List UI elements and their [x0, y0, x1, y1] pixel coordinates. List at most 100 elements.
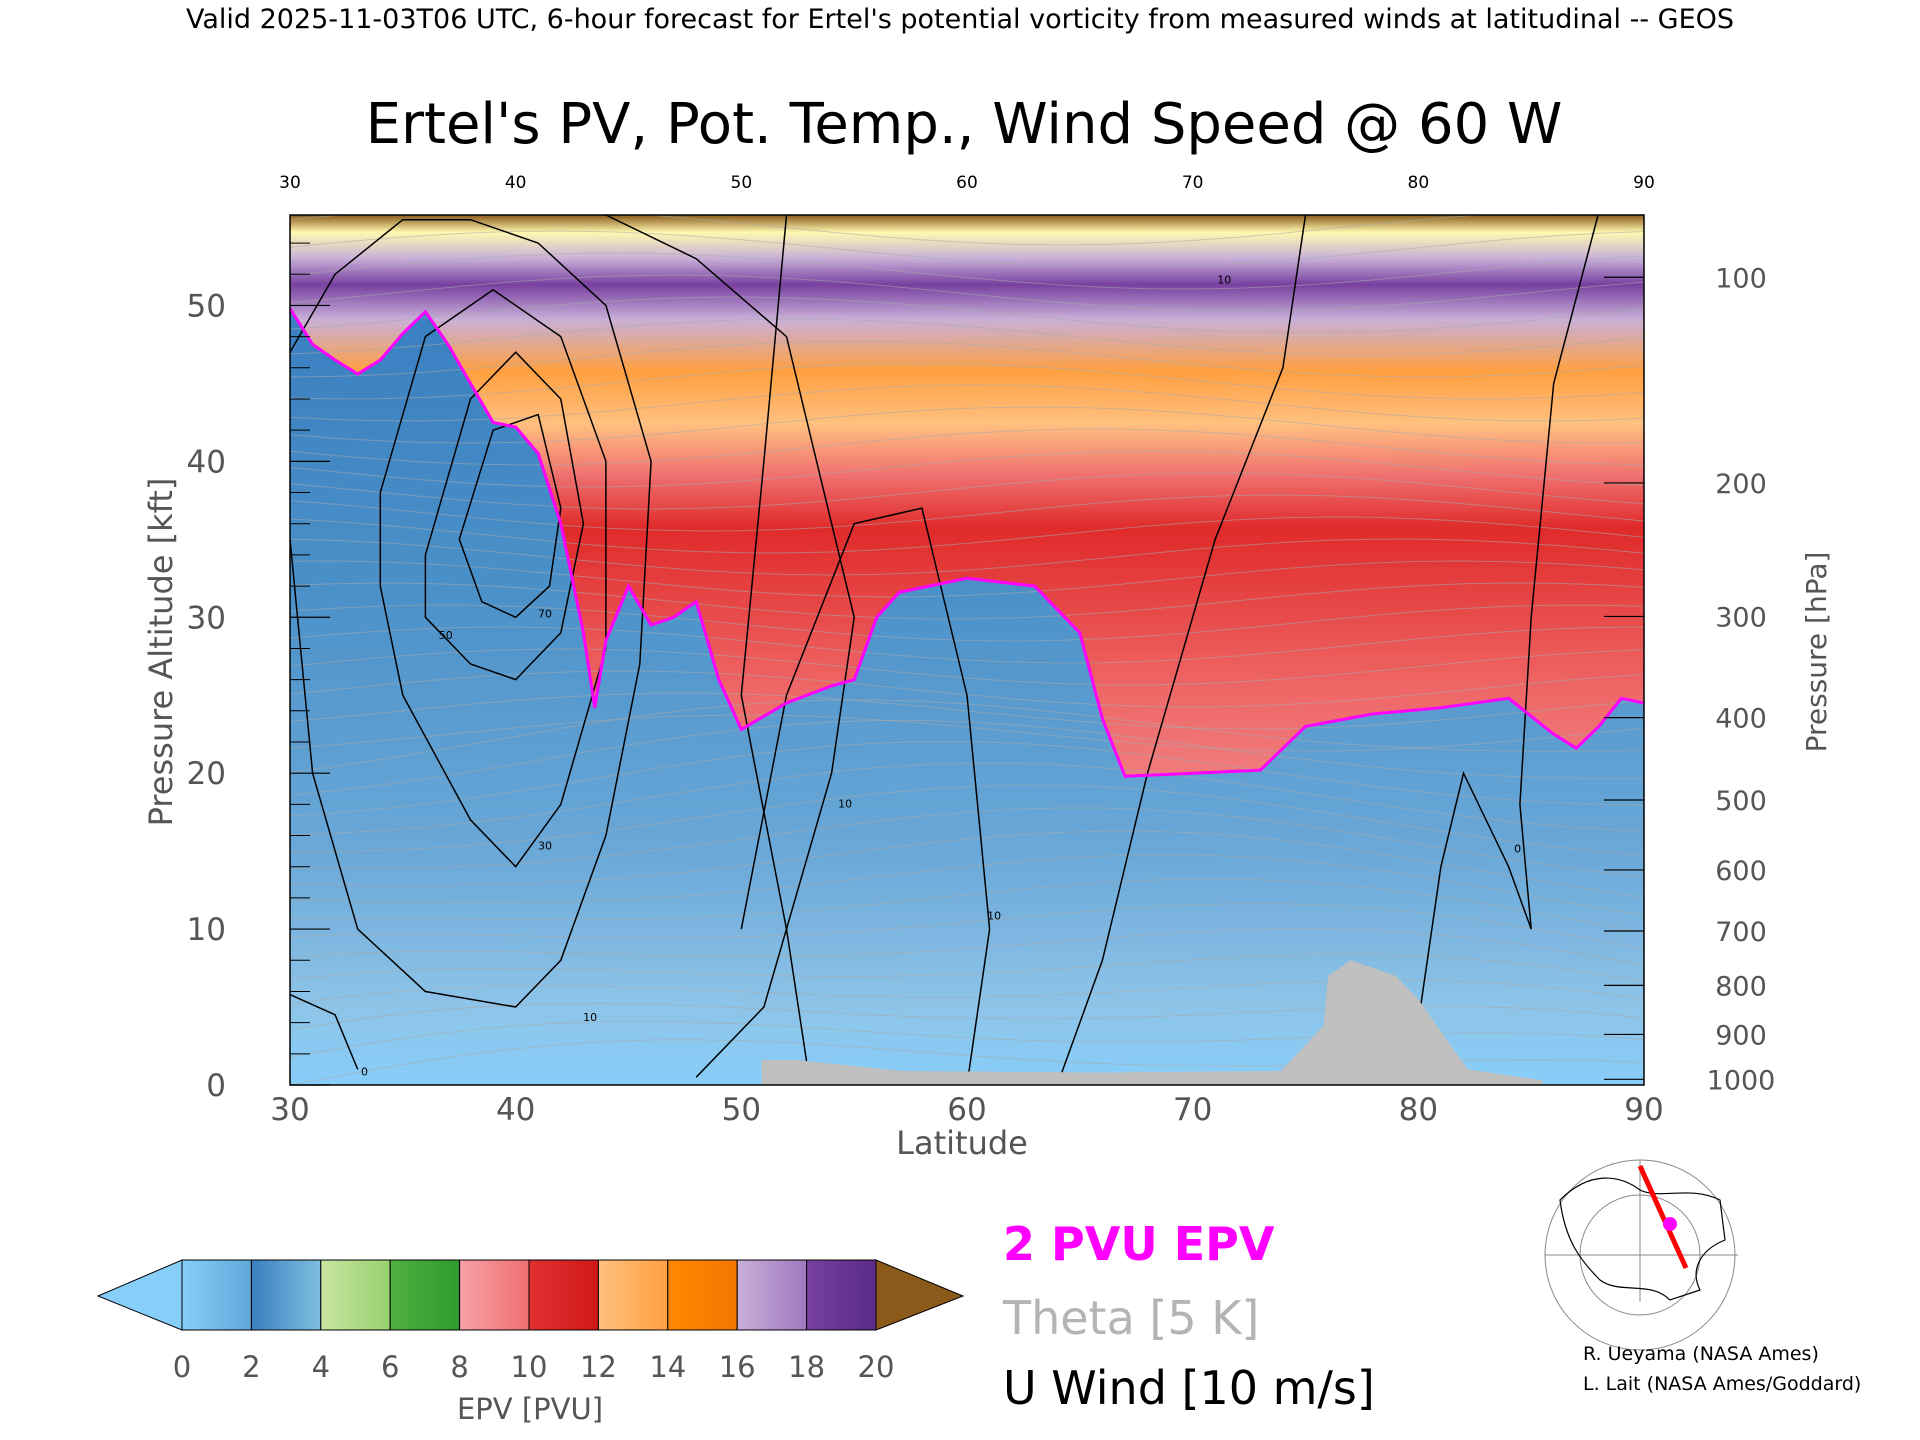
- top-x-tick-label: 60: [956, 173, 978, 193]
- x-axis-label: Latitude: [896, 1124, 1028, 1162]
- theta-contour: [290, 362, 1644, 400]
- theta-contour: [290, 903, 1644, 950]
- colorbar-tick-label: 0: [173, 1350, 191, 1384]
- x-tick-label: 70: [1173, 1092, 1212, 1128]
- pressure-tick-label: 1000: [1707, 1065, 1776, 1096]
- theta-contour: [290, 230, 1644, 268]
- theta-contour: [290, 762, 1644, 836]
- colorbar-high-arrow: [875, 1259, 965, 1331]
- colorbar-tick-label: 18: [788, 1350, 825, 1384]
- theta-contours: [290, 215, 1644, 1085]
- x-axis-bottom: 30 40 50 60 70 80 90: [270, 1092, 1663, 1128]
- colorbar-label: EPV [PVU]: [457, 1392, 603, 1426]
- x-tick-label: 30: [270, 1092, 309, 1128]
- theta-contour: [290, 472, 1644, 510]
- theta-contour: [290, 406, 1644, 444]
- theta-contour: [290, 784, 1644, 856]
- x-tick-label: 40: [496, 1092, 535, 1128]
- tropopause-2pvu-line: [290, 307, 1644, 778]
- theta-contour: [290, 384, 1644, 422]
- x-axis-top: 30 40 50 60 70 80 90: [279, 173, 1655, 193]
- theta-contour: [290, 274, 1644, 312]
- u-wind-contour: [740, 215, 810, 1078]
- theta-contour: [290, 560, 1644, 598]
- credit-line-2: L. Lait (NASA Ames/Goddard): [1583, 1373, 1861, 1395]
- theta-contour: [290, 692, 1644, 730]
- colorbar-segment: [181, 1259, 252, 1331]
- colorbar-segment: [597, 1259, 669, 1331]
- y-axis-right: 100 200 300 400 500 600 700 800 900 1000: [1604, 263, 1775, 1096]
- top-x-tick-label: 50: [731, 173, 753, 193]
- theta-contour: [290, 626, 1644, 664]
- colorbar-segment: [528, 1259, 599, 1331]
- pressure-tick-label: 100: [1715, 263, 1767, 294]
- theta-contour: [290, 807, 1644, 878]
- theta-contour: [290, 494, 1644, 532]
- colorbar-tick-label: 2: [242, 1350, 260, 1384]
- u-wind-contour: [605, 215, 855, 1078]
- x-tick-label: 80: [1399, 1092, 1438, 1128]
- terrain-fill: [761, 960, 1543, 1085]
- y-tick-label: 30: [187, 600, 226, 636]
- y-tick-label: 0: [206, 1068, 226, 1104]
- pressure-tick-label: 900: [1715, 1020, 1767, 1051]
- y-axis-right-label: Pressure [hPa]: [1800, 552, 1833, 753]
- colorbar-tick-label: 10: [511, 1350, 548, 1384]
- u-wind-contour-label: 30: [538, 840, 552, 853]
- legend-tropopause: 2 PVU EPV: [1003, 1217, 1275, 1271]
- credit-line-1: R. Ueyama (NASA Ames): [1583, 1343, 1819, 1365]
- theta-contour: [290, 538, 1644, 576]
- legend: 2 PVU EPV Theta [5 K] U Wind [10 m/s]: [1002, 1217, 1375, 1415]
- y-tick-label: 20: [187, 756, 226, 792]
- theta-contour: [290, 648, 1644, 686]
- colorbar-segment: [250, 1259, 322, 1331]
- theta-contour: [290, 428, 1644, 466]
- u-wind-contour-label: 10: [1217, 274, 1231, 287]
- chart-title: Ertel's PV, Pot. Temp., Wind Speed @ 60 …: [366, 92, 1563, 157]
- theta-contour: [290, 979, 1644, 1005]
- theta-contour: [290, 604, 1644, 642]
- plot-frame: [289, 214, 1645, 1086]
- u-wind-contour-label: 0: [361, 1066, 368, 1079]
- theta-contour: [290, 714, 1644, 752]
- top-x-tick-label: 30: [279, 173, 301, 193]
- theta-contour: [290, 582, 1644, 620]
- u-wind-contour: [1372, 215, 1599, 1085]
- colorbar-tick-label: 12: [580, 1350, 617, 1384]
- cross-section-line: [1637, 1164, 1689, 1270]
- top-x-tick-label: 40: [505, 173, 527, 193]
- pressure-tick-label: 500: [1715, 786, 1767, 817]
- colorbar-segment: [320, 1259, 391, 1331]
- legend-theta: Theta [5 K]: [1002, 1291, 1259, 1345]
- u-wind-contour: [290, 993, 359, 1070]
- locator-map-frame: [1542, 1154, 1740, 1304]
- colorbar-tick-label: 6: [381, 1350, 399, 1384]
- y-tick-label: 50: [187, 288, 226, 324]
- theta-contour: [290, 741, 1644, 817]
- y-tick-label: 40: [187, 444, 226, 480]
- u-wind-contour-label: 10: [987, 910, 1001, 923]
- u-wind-contour: [379, 288, 607, 868]
- theta-contour: [290, 854, 1644, 916]
- pressure-tick-label: 400: [1715, 704, 1767, 735]
- valid-line: Valid 2025-11-03T06 UTC, 6-hour forecast…: [186, 4, 1734, 35]
- u-wind-contour-label: 0: [1514, 843, 1521, 856]
- pressure-tick-label: 800: [1715, 971, 1767, 1002]
- colorbar-tick-label: 8: [450, 1350, 468, 1384]
- u-wind-labels: 10 10 10 10 30 50 70 0 0: [361, 274, 1521, 1079]
- y-axis-left: 0 10 20 30 40 50: [187, 242, 330, 1104]
- map-coastlines: [1559, 1177, 1726, 1301]
- colorbar-segments: [181, 1259, 877, 1331]
- x-tick-label: 90: [1624, 1092, 1663, 1128]
- top-x-tick-label: 70: [1182, 173, 1204, 193]
- theta-contour: [290, 878, 1644, 933]
- pressure-tick-label: 200: [1715, 469, 1767, 500]
- theta-contour: [290, 252, 1644, 290]
- colorbar-segment: [459, 1259, 530, 1331]
- theta-contour: [290, 215, 1487, 246]
- colorbar-tick-label: 4: [312, 1350, 330, 1384]
- colorbar-segment: [736, 1259, 808, 1331]
- top-x-tick-label: 90: [1633, 173, 1655, 193]
- legend-u-wind: U Wind [10 m/s]: [1003, 1361, 1375, 1415]
